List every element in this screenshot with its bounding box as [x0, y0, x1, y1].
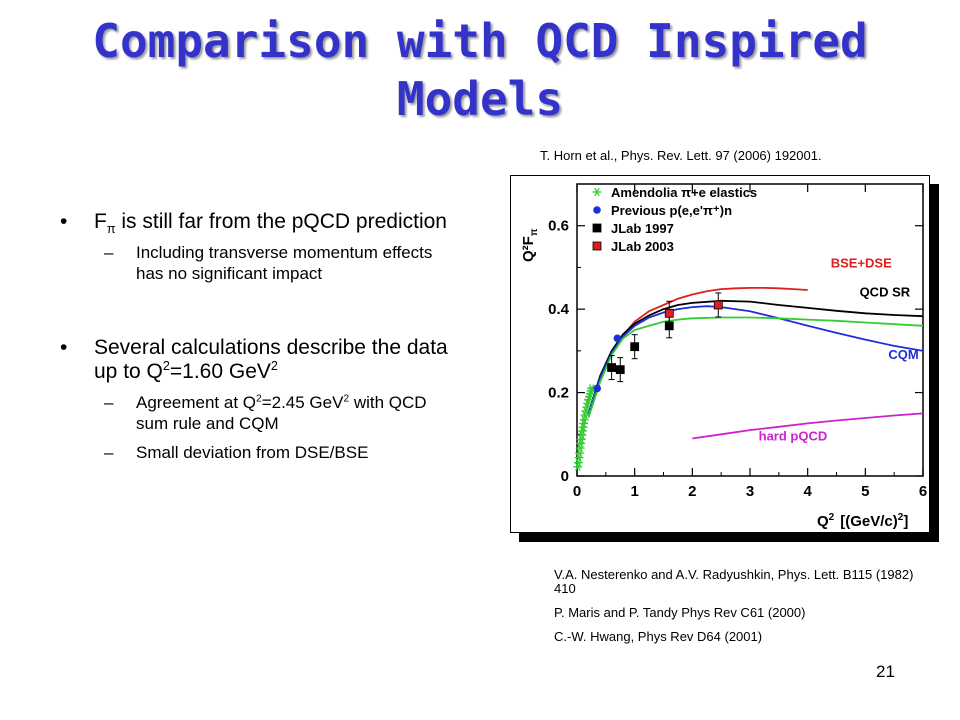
curve-cqm — [587, 305, 924, 414]
legend-marker — [593, 206, 601, 214]
x-tick-label: 5 — [861, 483, 869, 500]
x-tick-label: 1 — [630, 483, 638, 500]
page-number: 21 — [876, 662, 895, 681]
legend-entry: Previous p(e,e'π⁺)n — [611, 203, 732, 218]
slide-title: Comparison with QCD Inspired Models — [92, 14, 868, 126]
legend-marker — [592, 187, 602, 197]
data-point — [593, 384, 601, 393]
bullet-1: • Fπ is still far from the pQCD predicti… — [60, 210, 447, 237]
dash-marker: – — [104, 243, 114, 262]
y-tick-label: 0 — [561, 468, 569, 485]
y-tick-label: 0.2 — [548, 385, 569, 402]
legend-marker — [592, 223, 602, 233]
legend-entry: JLab 1997 — [611, 221, 674, 236]
x-tick-label: 0 — [573, 483, 581, 500]
y-tick-label: 0.4 — [548, 301, 570, 318]
data-point — [713, 300, 723, 310]
x-axis-label: Q2 [(GeV/c)2] — [817, 512, 908, 530]
bullet-2: • Several calculations describe the data… — [60, 336, 448, 383]
y-tick-label: 0.6 — [548, 218, 569, 235]
form-factor-chart: 0 1 2 3 4 5 6 0 0.2 0.4 0.6 BSE+DSE QCD SR CQM hard pQ… — [520, 183, 927, 530]
plot-frame: 0 1 2 3 4 5 6 0 0.2 0.4 0.6 BSE+DSE QCD SR CQM hard pQ… — [510, 175, 930, 533]
curve-label: QCD SR — [860, 285, 911, 300]
x-tick-label: 3 — [746, 483, 754, 500]
reference-3: C.-W. Hwang, Phys Rev D64 (2001) — [554, 629, 763, 644]
data-point — [615, 365, 625, 375]
dash-marker: – — [104, 393, 114, 412]
curve-label: hard pQCD — [759, 429, 828, 444]
bullet-1-sub-1: – Including transverse momentum effects … — [104, 243, 433, 283]
dash-marker: – — [104, 443, 114, 462]
x-tick-label: 6 — [919, 483, 927, 500]
data-point — [664, 308, 674, 318]
legend-entry: Amendolia π+e elastics — [611, 185, 757, 200]
x-tick-label: 4 — [803, 483, 812, 500]
y-axis-label: Q²Fπ — [520, 228, 540, 262]
bullet-2-sub-2: – Small deviation from DSE/BSE — [104, 443, 369, 462]
bullet-2-sub-1: – Agreement at Q2=2.45 GeV2 with QCD sum… — [104, 393, 427, 433]
reference-2: P. Maris and P. Tandy Phys Rev C61 (2000… — [554, 605, 806, 620]
legend-entry: JLab 2003 — [611, 239, 674, 254]
data-point — [630, 342, 640, 352]
reference-top: T. Horn et al., Phys. Rev. Lett. 97 (200… — [540, 148, 822, 163]
curve-label: BSE+DSE — [831, 255, 892, 270]
x-tick-label: 2 — [688, 483, 696, 500]
curve-label: CQM — [888, 347, 918, 362]
curve-hard-pqcd — [692, 412, 924, 440]
bullet-dot: • — [60, 336, 68, 359]
data-point — [613, 334, 622, 343]
curve-model — [587, 316, 924, 418]
data-point — [607, 363, 616, 372]
bullet-list: • Fπ is still far from the pQCD predicti… — [60, 210, 460, 463]
reference-1: V.A. Nesterenko and A.V. Radyushkin, Phy… — [554, 567, 914, 596]
bullet-dot: • — [60, 210, 68, 233]
legend-marker — [592, 241, 602, 251]
